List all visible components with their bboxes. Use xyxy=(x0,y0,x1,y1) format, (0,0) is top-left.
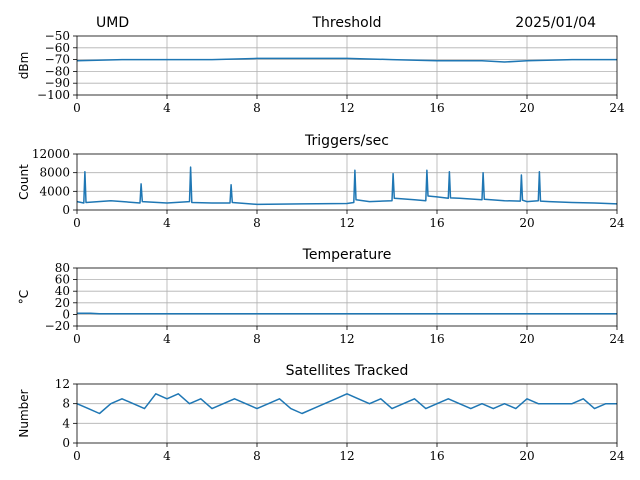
x-tick-label: 0 xyxy=(73,332,81,346)
satellites-tracked-panel: 0 4 8 12 16 20 24 0 4 8 12 Satellites Tracked Number xyxy=(17,363,625,463)
y-tick-label: −50 xyxy=(45,29,70,43)
temperature-series-line xyxy=(77,312,617,315)
x-tick-label: 0 xyxy=(73,449,81,463)
x-tick-label: 8 xyxy=(253,332,261,346)
temperature-ylabel: °C xyxy=(17,290,31,304)
x-tick-label: 24 xyxy=(609,216,625,230)
y-tick-label: 0 xyxy=(62,203,70,217)
x-tick-label: 12 xyxy=(339,101,354,115)
x-tick-label: 12 xyxy=(339,332,354,346)
x-tick-label: 20 xyxy=(519,216,534,230)
x-tick-label: 4 xyxy=(163,332,171,346)
y-tick-label: 40 xyxy=(55,284,70,298)
x-tick-label: 8 xyxy=(253,216,261,230)
y-tick-label: −60 xyxy=(45,41,70,55)
y-tick-label: 20 xyxy=(55,296,70,310)
x-tick-label: 12 xyxy=(339,449,354,463)
x-tick-label: 16 xyxy=(429,332,444,346)
x-tick-label: 12 xyxy=(339,216,354,230)
y-tick-label: −90 xyxy=(45,76,70,90)
y-tick-label: 80 xyxy=(55,261,70,275)
y-tick-label: 12000 xyxy=(32,147,70,161)
x-tick-label: 4 xyxy=(163,216,171,230)
station-label: UMD xyxy=(96,15,129,31)
x-tick-label: 20 xyxy=(519,101,534,115)
x-tick-label: 4 xyxy=(163,101,171,115)
x-tick-label: 20 xyxy=(519,332,534,346)
y-tick-label: 4000 xyxy=(39,184,70,198)
y-tick-label: −70 xyxy=(45,53,70,67)
y-tick-label: 0 xyxy=(62,307,70,321)
x-tick-label: 24 xyxy=(609,332,625,346)
y-tick-label: 60 xyxy=(55,273,70,287)
x-tick-label: 20 xyxy=(519,449,534,463)
y-tick-label: 12 xyxy=(55,377,70,391)
threshold-panel: 0 4 8 12 16 20 24 −100−90−80−70−60−50 Threshold d… xyxy=(17,15,625,115)
y-tick-label: 8 xyxy=(62,397,70,411)
satellites-tracked-title: Satellites Tracked xyxy=(286,363,409,379)
satellites-tracked-series-line xyxy=(76,393,617,415)
x-tick-label: 8 xyxy=(253,101,261,115)
y-tick-label: 4 xyxy=(62,416,70,430)
date-label: 2025/01/04 xyxy=(515,15,596,31)
threshold-ylabel: dBm xyxy=(17,52,31,80)
y-tick-label: −80 xyxy=(45,64,70,78)
x-tick-label: 16 xyxy=(429,101,444,115)
x-tick-label: 0 xyxy=(73,101,81,115)
y-tick-label: 8000 xyxy=(39,166,70,180)
threshold-title: Threshold xyxy=(312,15,382,31)
y-tick-label: −20 xyxy=(45,319,70,333)
y-tick-label: −100 xyxy=(37,88,70,102)
x-tick-label: 0 xyxy=(73,216,81,230)
x-tick-label: 16 xyxy=(429,216,444,230)
threshold-series-line xyxy=(76,57,617,63)
triggers-sec-series-line xyxy=(76,166,618,206)
temperature-title: Temperature xyxy=(302,247,392,263)
triggers-sec-ylabel: Count xyxy=(17,164,31,200)
x-tick-label: 24 xyxy=(609,449,625,463)
x-tick-label: 4 xyxy=(163,449,171,463)
triggers-sec-panel: 0 4 8 12 16 20 24 0 4000 8000 12000 Triggers/sec Cou… xyxy=(17,133,625,230)
panels: 0 4 8 12 16 20 24 −100−90−80−70−60−50 Threshold d… xyxy=(17,15,625,463)
triggers-sec-title: Triggers/sec xyxy=(304,133,389,149)
x-tick-label: 16 xyxy=(429,449,444,463)
satellites-tracked-ylabel: Number xyxy=(17,389,31,437)
x-tick-label: 8 xyxy=(253,449,261,463)
x-tick-label: 24 xyxy=(609,101,625,115)
y-tick-label: 0 xyxy=(62,436,70,450)
